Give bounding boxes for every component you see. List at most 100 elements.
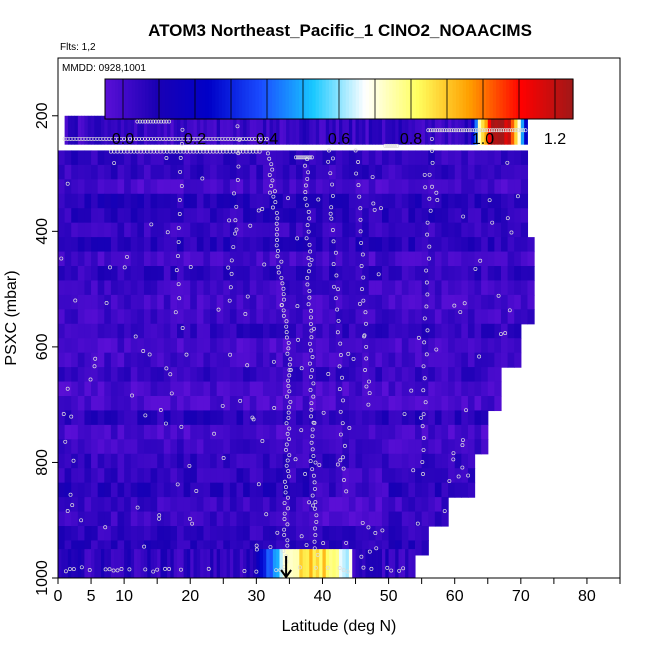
- heatmap-cell: [77, 150, 86, 166]
- heatmap-cell: [487, 367, 495, 383]
- heatmap-cell: [507, 251, 515, 267]
- heatmap-cell: [243, 468, 251, 484]
- flight-point: [395, 143, 400, 148]
- heatmap-cell: [296, 251, 304, 267]
- flight-point: [361, 275, 366, 280]
- flight-point: [310, 493, 315, 498]
- heatmap-cell: [97, 410, 105, 426]
- heatmap-cell: [421, 237, 429, 253]
- heatmap-cell: [130, 453, 138, 469]
- heatmap-cell: [91, 468, 99, 484]
- heatmap-cell: [421, 482, 429, 498]
- heatmap-cell: [269, 251, 277, 267]
- flight-point: [176, 240, 181, 245]
- heatmap-cell: [203, 237, 211, 253]
- heatmap-cell: [282, 222, 291, 238]
- heatmap-cell: [428, 352, 436, 368]
- colorbar-swatch: [288, 79, 293, 119]
- heatmap-cell: [77, 338, 86, 354]
- heatmap-cell: [262, 150, 271, 166]
- heatmap-cell: [77, 164, 86, 180]
- heatmap-cell: [104, 497, 112, 513]
- heatmap-cell: [309, 482, 317, 498]
- heatmap-cell: [365, 115, 370, 145]
- heatmap-cell: [137, 222, 145, 238]
- heatmap-cell: [190, 222, 198, 238]
- colorbar-tick-label: 0.8: [400, 131, 422, 148]
- heatmap-cell: [150, 280, 158, 296]
- heatmap-cell: [329, 526, 337, 542]
- heatmap-cell: [143, 193, 152, 209]
- flight-point: [411, 468, 416, 473]
- heatmap-cell: [408, 424, 416, 440]
- heatmap-cell: [266, 115, 271, 145]
- heatmap-cell: [362, 497, 370, 513]
- flight-point: [425, 328, 430, 333]
- flight-point: [79, 565, 84, 570]
- heatmap-cell: [243, 309, 251, 325]
- y-axis-label: PSXC (mbar): [3, 270, 20, 365]
- heatmap-cell: [500, 150, 509, 166]
- flight-point: [59, 256, 64, 261]
- flight-point: [523, 128, 528, 133]
- heatmap-cell: [210, 208, 218, 224]
- flight-point: [409, 388, 414, 393]
- heatmap-cell: [163, 294, 171, 310]
- flight-point: [173, 310, 178, 315]
- heatmap-cell: [375, 164, 383, 180]
- heatmap-cell: [467, 150, 476, 166]
- heatmap-cell: [454, 439, 462, 455]
- heatmap-cell: [91, 482, 99, 498]
- heatmap-cell: [124, 497, 132, 513]
- heatmap-cell: [362, 280, 370, 296]
- flight-point: [135, 119, 140, 124]
- heatmap-cell: [335, 526, 343, 542]
- flight-point: [260, 439, 265, 443]
- heatmap-cell: [342, 410, 350, 426]
- heatmap-cell: [91, 439, 99, 455]
- heatmap-cell: [428, 222, 436, 238]
- heatmap-cell: [64, 164, 72, 180]
- heatmap-cell: [348, 497, 357, 513]
- heatmap-cell: [170, 396, 178, 412]
- heatmap-cell: [487, 396, 495, 412]
- heatmap-cell: [226, 115, 231, 145]
- heatmap-cell: [441, 352, 449, 368]
- heatmap-cell: [262, 352, 271, 368]
- heatmap-cell: [315, 179, 324, 195]
- heatmap-cell: [249, 237, 257, 253]
- heatmap-cell: [91, 540, 99, 556]
- heatmap-cell: [434, 381, 443, 397]
- heatmap-cell: [183, 540, 191, 556]
- flight-point: [477, 354, 482, 359]
- heatmap-cell: [441, 410, 449, 426]
- heatmap-cell: [203, 280, 211, 296]
- flight-point: [307, 262, 312, 267]
- flight-point: [465, 128, 470, 133]
- colorbar-swatch: [352, 79, 357, 119]
- heatmap-cell: [438, 115, 442, 145]
- heatmap-cell: [329, 482, 337, 498]
- heatmap-cell: [388, 193, 396, 209]
- heatmap-cell: [335, 367, 343, 383]
- heatmap-cell: [408, 468, 416, 484]
- heatmap-cell: [269, 193, 277, 209]
- heatmap-cell: [130, 150, 138, 166]
- heatmap-cell: [315, 208, 324, 224]
- heatmap-cell: [190, 309, 198, 325]
- heatmap-cell: [481, 367, 489, 383]
- heatmap-cell: [448, 208, 456, 224]
- heatmap-cell: [256, 309, 264, 325]
- heatmap-cell: [150, 526, 158, 542]
- heatmap-cell: [107, 549, 112, 578]
- flight-point: [284, 421, 289, 426]
- heatmap-cell: [342, 526, 350, 542]
- heatmap-cell: [196, 424, 205, 440]
- heatmap-cell: [348, 150, 357, 166]
- heatmap-cell: [236, 294, 244, 310]
- heatmap-cell: [210, 323, 218, 339]
- heatmap-cell: [243, 526, 251, 542]
- heatmap-cell: [77, 251, 86, 267]
- heatmap-cell: [474, 381, 482, 397]
